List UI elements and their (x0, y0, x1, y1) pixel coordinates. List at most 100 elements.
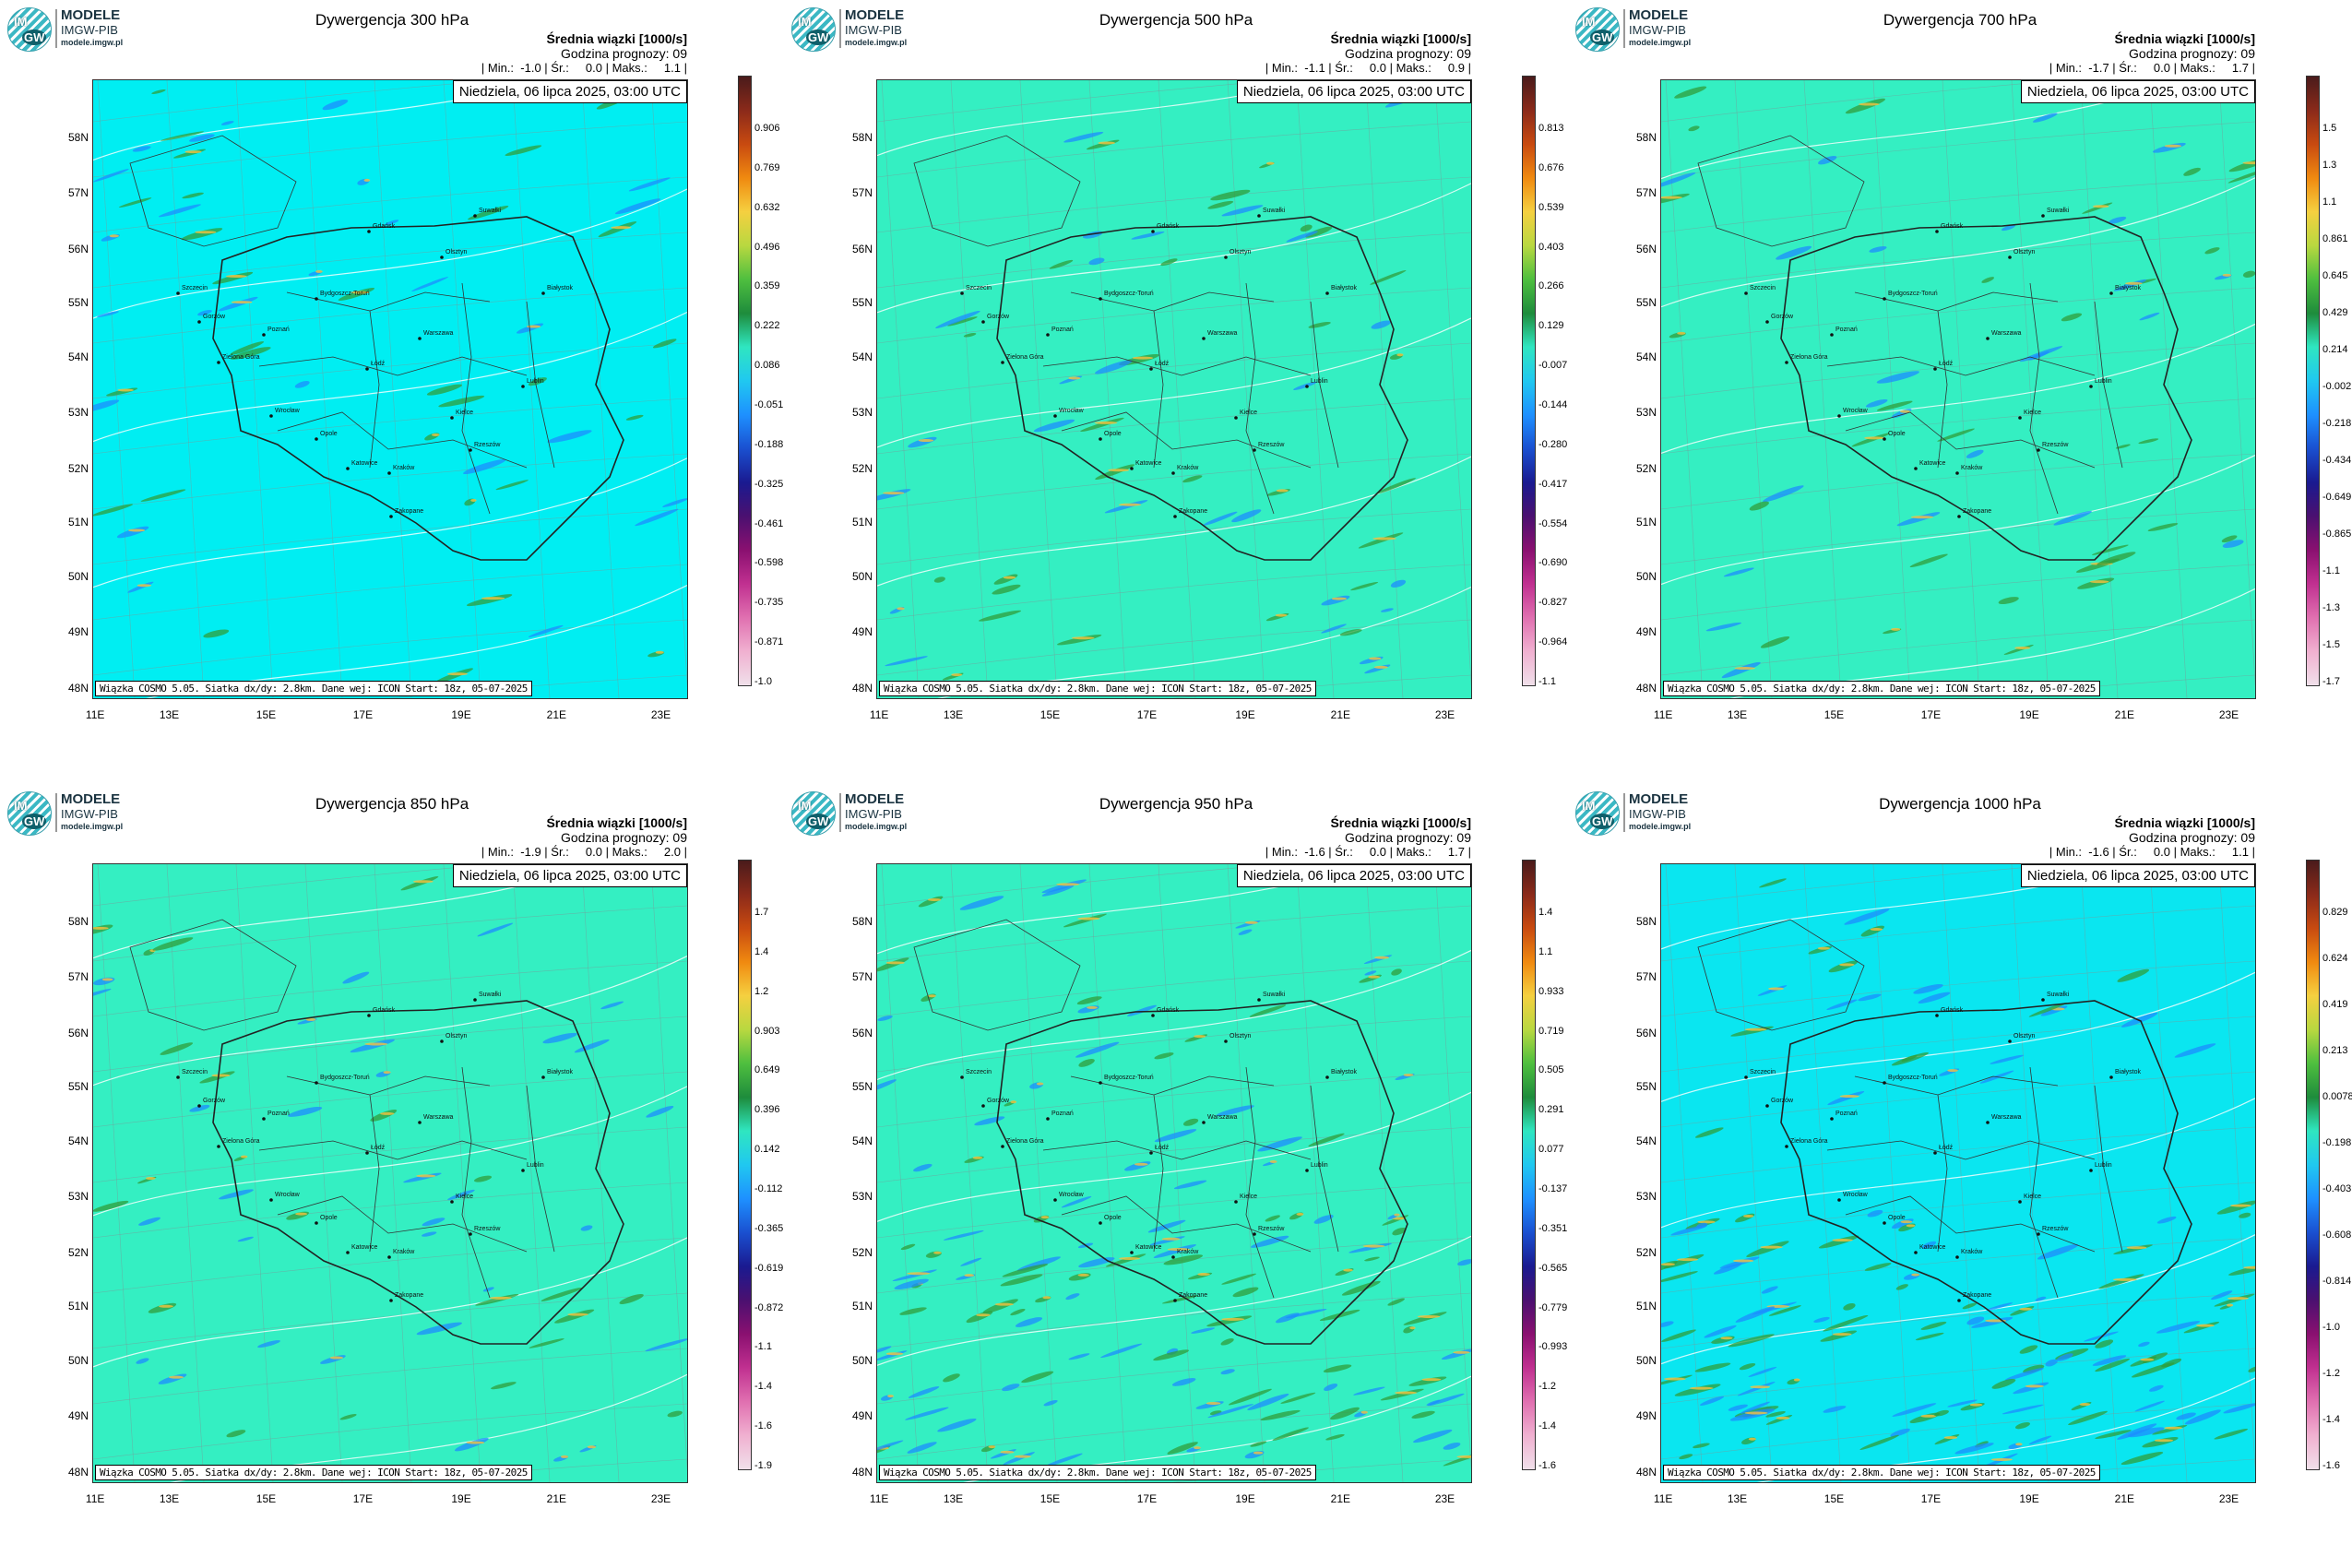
city-dot (1935, 1014, 1939, 1017)
divergence-streak (189, 134, 215, 142)
latitude-label: 55N (1635, 296, 1657, 310)
graticule-line (1803, 864, 1842, 1482)
logo-mark-top: IM (14, 15, 28, 29)
city-label: Kraków (1177, 1249, 1199, 1255)
city-dot (1914, 1251, 1918, 1254)
latitude-label: 48N (851, 681, 873, 695)
city-label: Warszawa (423, 330, 454, 337)
longitude-label: 15E (255, 708, 277, 721)
map-panel: IM GW MODELE IMGW-PIB modele.imgw.pl Dywergen… (0, 784, 784, 1568)
city-label: Kielce (456, 1194, 473, 1200)
divergence-streak (646, 1106, 674, 1118)
logo-mark-top: IM (798, 15, 812, 29)
stats-value: Śr.: (1335, 61, 1353, 75)
city-label: Opole (1888, 431, 1906, 437)
divergence-streak (160, 131, 205, 141)
divergence-streak (434, 668, 474, 683)
forecast-hour: Godzina prognozy: 09 (2129, 46, 2255, 61)
city-label: Gorzów (987, 314, 1010, 320)
divergence-streak (1247, 1394, 1289, 1410)
divergence-streak (1370, 269, 1407, 285)
city-label: Kraków (393, 1249, 415, 1255)
divergence-streak (1990, 1054, 2025, 1064)
divergence-streak (889, 607, 905, 614)
isoline (1661, 323, 2255, 454)
divergence-streak (132, 146, 151, 152)
divergence-streak (2089, 580, 2109, 584)
divergence-streak (1453, 1350, 1470, 1354)
city-label: Warszawa (1207, 330, 1238, 337)
divergence-streak (951, 673, 963, 677)
graticule-line (93, 453, 687, 510)
longitude-label: 13E (943, 1492, 964, 1505)
city-label: Szczecin (966, 1069, 992, 1075)
city-label: Bydgoszcz-Toruń (1888, 1075, 1938, 1081)
divergence-streak (97, 311, 119, 317)
divergence-streak (1171, 1378, 1196, 1386)
city-label: Wrocław (1059, 408, 1085, 414)
divergence-streak (2161, 1358, 2182, 1368)
graticule-line (581, 864, 620, 1482)
colorbar-label: -0.565 (1538, 1262, 1568, 1274)
divergence-streak (93, 988, 112, 999)
divergence-streak (1187, 1272, 1213, 1280)
latitude-label: 49N (851, 625, 873, 639)
map-area: Niedziela, 06 lipca 2025, 03:00 UTC Wiązk… (876, 79, 1472, 699)
divergence-streak (2242, 161, 2255, 165)
divergence-streak (1330, 1407, 1360, 1420)
colorbar-label: -0.779 (1538, 1301, 1568, 1313)
divergence-streak (992, 584, 1021, 595)
divergence-streak (93, 924, 113, 936)
city-dot (1001, 361, 1004, 364)
logo-divider (1623, 9, 1625, 48)
graticule-line (881, 80, 920, 698)
divergence-streak (226, 1430, 246, 1438)
divergence-streak (1195, 1401, 1224, 1409)
colorbar-label: -1.1 (1538, 676, 1556, 687)
latitude-label: 53N (1635, 406, 1657, 420)
latitude-label: 50N (851, 1353, 873, 1367)
latitude-label: 54N (1635, 1134, 1657, 1147)
graticule-line (877, 453, 1471, 510)
logo-org: IMGW-PIB (845, 23, 902, 37)
divergence-streak (109, 234, 119, 238)
graticule-line (93, 864, 499, 907)
divergence-streak (1323, 1364, 1352, 1373)
divergence-streak (2117, 968, 2150, 982)
divergence-streak (1823, 1406, 1847, 1413)
city-dot (1151, 230, 1155, 233)
divergence-streak (1699, 1396, 1725, 1406)
panel-title: Dywergencja 500 hPa (1099, 11, 1253, 29)
divergence-streak (1661, 1321, 1674, 1327)
city-label: Rzeszów (474, 442, 501, 448)
divergence-streak (128, 529, 146, 532)
divergence-streak (1235, 921, 1261, 929)
city-dot (176, 1075, 180, 1079)
isoline (1729, 588, 2255, 698)
divergence-streak (1063, 913, 1107, 928)
divergence-streak (2004, 1367, 2044, 1381)
divergence-streak (877, 1016, 893, 1021)
divergence-streak (1341, 1280, 1381, 1296)
divergence-streak (1744, 1411, 1768, 1415)
divergence-streak (1694, 1127, 1724, 1138)
divergence-streak (1153, 1244, 1196, 1258)
map-panel: IM GW MODELE IMGW-PIB modele.imgw.pl Dywergen… (1568, 784, 2352, 1568)
divergence-streak (2183, 167, 2201, 176)
colorbar-label: 1.1 (1538, 945, 1553, 957)
city-label: Białystok (547, 285, 574, 291)
map-panel: IM GW MODELE IMGW-PIB modele.imgw.pl Dywergen… (0, 0, 784, 784)
region-border (1245, 282, 1275, 515)
divergence-streak (1859, 1434, 1900, 1451)
divergence-streak (1376, 478, 1416, 494)
graticule-line (877, 1016, 1471, 1073)
stats-line: | Min.: -1.9 | Śr.: 0.0 | Maks.: 2.0 | (481, 845, 687, 859)
latitude-label: 50N (1635, 569, 1657, 583)
divergence-streak (1002, 1264, 1049, 1277)
divergence-streak (1216, 1105, 1254, 1116)
latitude-label: 55N (1635, 1080, 1657, 1094)
divergence-streak (1892, 1403, 1937, 1417)
divergence-streak (619, 1293, 644, 1304)
divergence-streak (2032, 113, 2058, 123)
divergence-streak (454, 1437, 489, 1452)
